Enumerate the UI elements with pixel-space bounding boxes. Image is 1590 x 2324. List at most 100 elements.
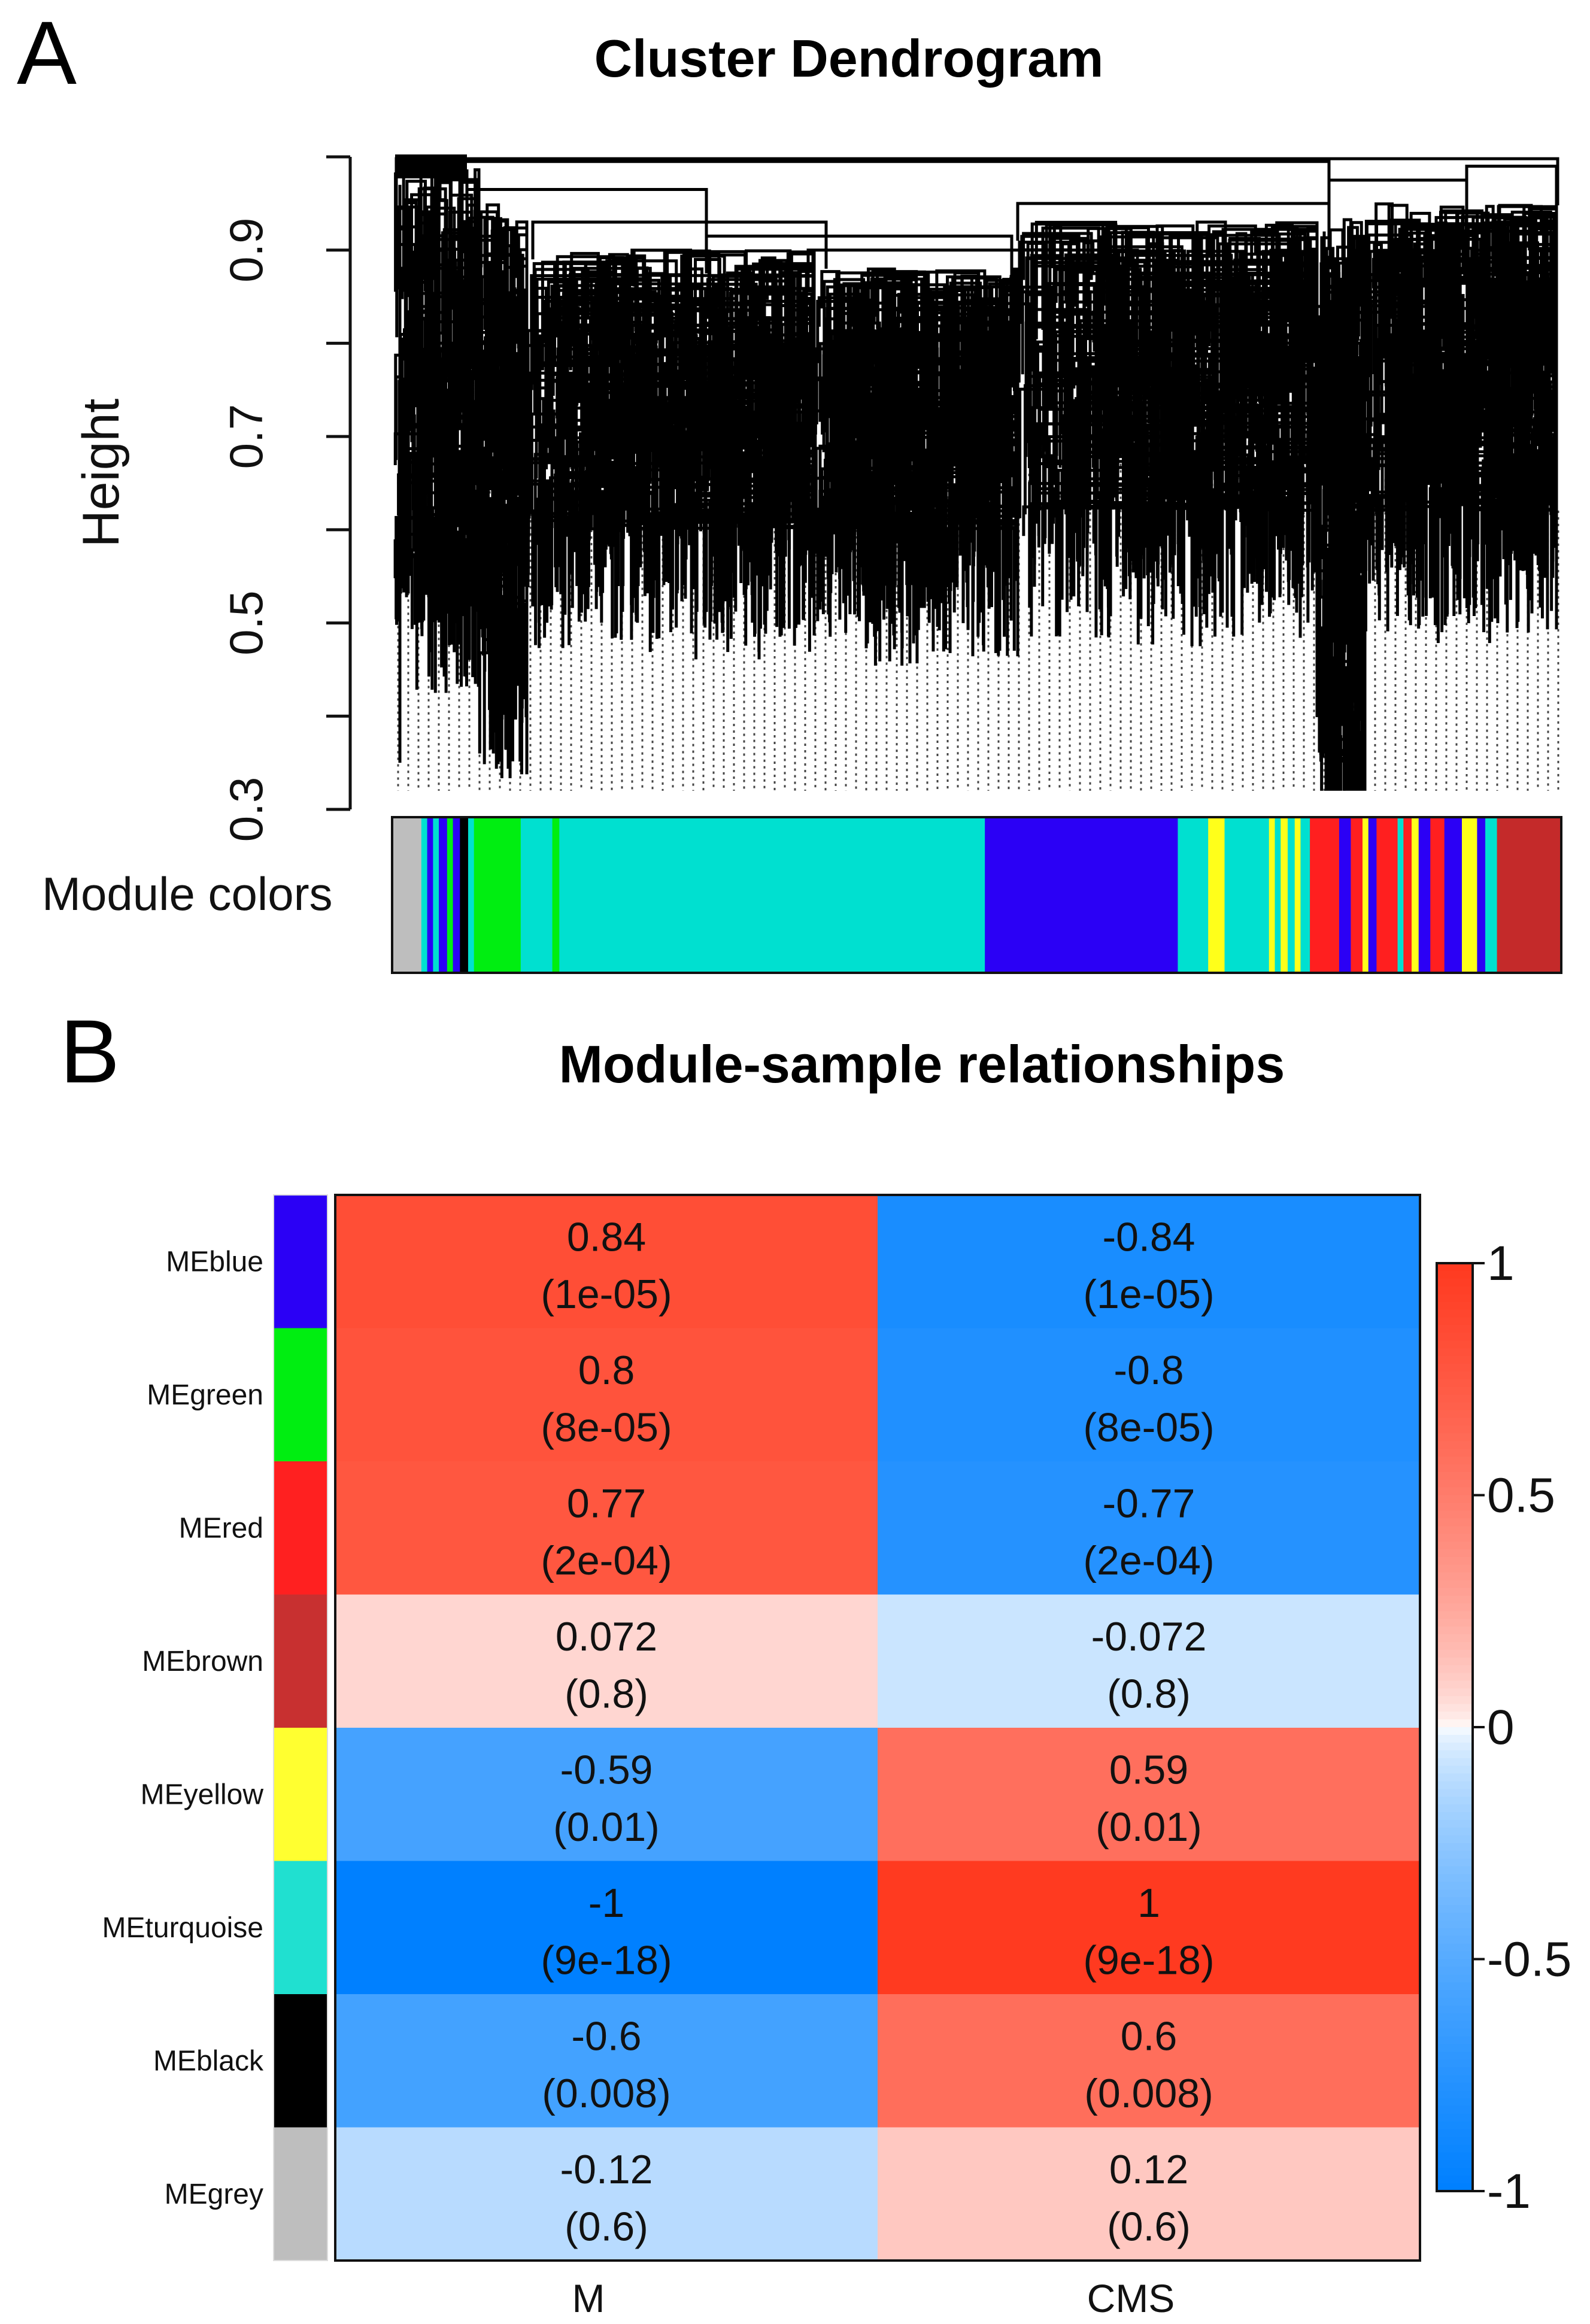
legend-gradient-step <box>1437 1765 1473 1774</box>
legend-gradient-step <box>1437 1549 1473 1558</box>
dendrogram-top-merge <box>395 154 467 178</box>
legend-gradient-step <box>1437 1657 1473 1666</box>
module-color-segment-yellow <box>1269 817 1276 973</box>
dendrogram-y-label: Height <box>72 399 130 548</box>
row-label-MEbrown: MEbrown <box>142 1646 263 1677</box>
legend-gradient-step <box>1437 1959 1473 1968</box>
legend-gradient-step <box>1437 1379 1473 1388</box>
module-color-segment-turquoise <box>1300 817 1310 973</box>
legend-gradient-step <box>1437 1797 1473 1806</box>
module-color-segment-green <box>447 817 454 973</box>
cell-value-label: -1 <box>588 1880 624 1926</box>
legend-gradient-step <box>1437 2006 1473 2014</box>
module-color-segment-red <box>1351 817 1363 973</box>
module-color-segment-turquoise <box>1178 817 1209 973</box>
legend-gradient-step <box>1437 1433 1473 1442</box>
legend-gradient-step <box>1437 1889 1473 1898</box>
cell-value-label: 0.59 <box>1109 1747 1188 1792</box>
dendrogram-y-axis: 0.3 0.5 0.7 0.9 <box>220 155 352 842</box>
legend-gradient-step <box>1437 1301 1473 1310</box>
cell-value-label: 0.6 <box>1121 2013 1178 2059</box>
legend-gradient-step <box>1437 1696 1473 1705</box>
legend-tick-label: 0 <box>1487 1700 1515 1755</box>
module-swatch-MEgreen <box>274 1328 327 1461</box>
legend-gradient-step <box>1437 1356 1473 1364</box>
module-color-segment-yellow <box>1208 817 1225 973</box>
legend-gradient-step <box>1437 1680 1473 1689</box>
legend-gradient-step <box>1437 1294 1473 1303</box>
legend-gradient-step <box>1437 2067 1473 2076</box>
legend-gradient-step <box>1437 1441 1473 1449</box>
row-label-MEyellow: MEyellow <box>141 1779 264 1810</box>
module-color-segment-turquoise <box>559 817 985 973</box>
legend-gradient-step <box>1437 1603 1473 1612</box>
legend-gradient-step <box>1437 1704 1473 1713</box>
cell-value-label: -0.12 <box>560 2147 653 2192</box>
legend-gradient-step <box>1437 2028 1473 2037</box>
cell-value-label: 0.84 <box>567 1214 646 1260</box>
y-tick-label: 0.3 <box>220 777 272 842</box>
legend-gradient-step <box>1437 2013 1473 2022</box>
cell-value-label: -0.77 <box>1103 1480 1195 1526</box>
legend-gradient-step <box>1437 1557 1473 1565</box>
legend-gradient-step <box>1437 1495 1473 1504</box>
legend-gradient-step <box>1437 1595 1473 1604</box>
legend-gradient-step <box>1437 1935 1473 1944</box>
legend-gradient-step <box>1437 1820 1473 1828</box>
legend-gradient-step <box>1437 1928 1473 1937</box>
module-colors-label: Module colors <box>42 867 333 920</box>
legend-gradient-step <box>1437 1967 1473 1976</box>
legend-gradient-step <box>1437 2091 1473 2099</box>
legend-tick-label: 0.5 <box>1487 1469 1555 1523</box>
legend-gradient-step <box>1437 2129 1473 2138</box>
module-color-segment-turquoise <box>520 817 553 973</box>
heatmap-frame <box>334 1194 1421 2262</box>
module-swatch-MEblack <box>274 1994 327 2128</box>
legend-gradient-step <box>1437 2113 1473 2122</box>
y-tick-label: 0.7 <box>220 404 272 469</box>
legend-gradient-step <box>1437 1835 1473 1844</box>
legend-gradient-step <box>1437 1534 1473 1542</box>
legend-gradient-step <box>1437 1998 1473 2006</box>
module-swatch-MEbrown <box>274 1594 327 1728</box>
cell-value-label: 0.12 <box>1109 2147 1188 2192</box>
legend-gradient-step <box>1437 1649 1473 1658</box>
legend-gradient-step <box>1437 2036 1473 2045</box>
heatmap-cell <box>335 1994 878 2128</box>
module-color-segment-brown <box>1497 817 1562 973</box>
legend-gradient-step <box>1437 2020 1473 2029</box>
legend-gradient-step <box>1437 1472 1473 1480</box>
legend-gradient-step <box>1437 1882 1473 1891</box>
cell-pvalue-label: (9e-18) <box>1083 1938 1214 1983</box>
legend-gradient-step <box>1437 1897 1473 1906</box>
module-swatch-MEblue <box>274 1195 327 1328</box>
legend-gradient-step <box>1437 1812 1473 1821</box>
cell-value-label: -0.6 <box>571 2013 641 2059</box>
legend-gradient-step <box>1437 1410 1473 1419</box>
legend-gradient-step <box>1437 1951 1473 1960</box>
panel-a-letter: A <box>17 2 77 103</box>
legend-gradient-step <box>1437 1363 1473 1372</box>
row-label-MEgrey: MEgrey <box>165 2179 263 2210</box>
heatmap-cell <box>878 1994 1421 2128</box>
legend-gradient-step <box>1437 1634 1473 1643</box>
module-color-bar <box>391 816 1562 974</box>
module-color-segment-blue <box>1477 817 1486 973</box>
module-color-segment-yellow <box>1294 817 1301 973</box>
legend-gradient-step <box>1437 1402 1473 1411</box>
cell-value-label: 0.8 <box>578 1348 635 1393</box>
legend-gradient-step <box>1437 2121 1473 2130</box>
legend-gradient-step <box>1437 1734 1473 1743</box>
legend-gradient-step <box>1437 2044 1473 2053</box>
legend-gradient-step <box>1437 1688 1473 1697</box>
cell-pvalue-label: (0.8) <box>565 1671 648 1717</box>
legend-gradient-step <box>1437 1479 1473 1488</box>
cell-pvalue-label: (0.6) <box>1107 2204 1191 2250</box>
legend-tick-label: -0.5 <box>1487 1932 1571 1987</box>
legend-gradient-step <box>1437 1456 1473 1465</box>
legend-gradient-step <box>1437 1804 1473 1813</box>
legend-gradient-step <box>1437 1309 1473 1318</box>
heatmap-cell <box>878 1461 1421 1595</box>
legend-gradient-step <box>1437 1920 1473 1929</box>
module-color-segment-turquoise <box>1275 817 1281 973</box>
